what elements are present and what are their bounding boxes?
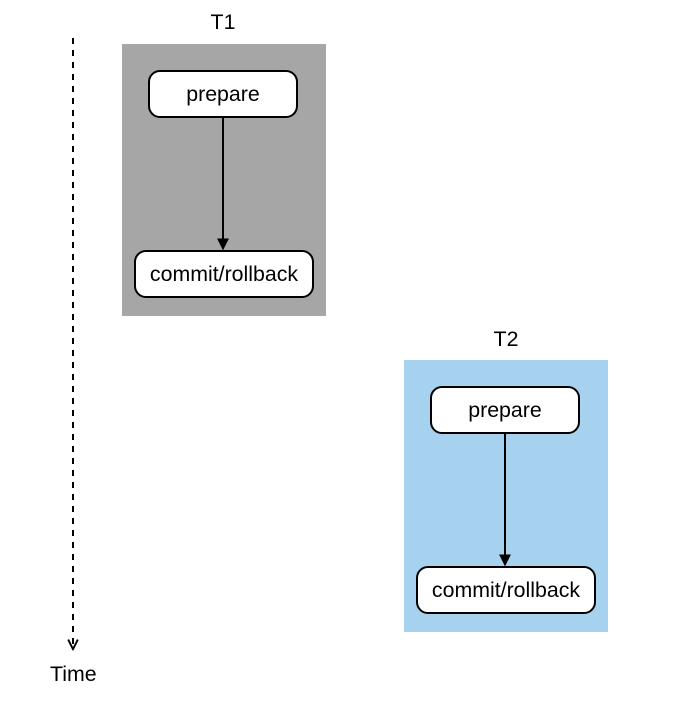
node-label: prepare bbox=[468, 398, 542, 423]
node-t1-commit: commit/rollback bbox=[134, 250, 314, 298]
node-t1-prepare: prepare bbox=[148, 70, 298, 118]
node-label: commit/rollback bbox=[150, 262, 298, 287]
title-t2: T2 bbox=[486, 327, 526, 352]
node-t2-prepare: prepare bbox=[430, 386, 580, 434]
diagram-canvas: T1 T2 prepare commit/rollback prepare co… bbox=[0, 0, 674, 703]
time-axis-label: Time bbox=[50, 662, 97, 687]
node-t2-commit: commit/rollback bbox=[416, 566, 596, 614]
node-label: prepare bbox=[186, 82, 260, 107]
title-t1: T1 bbox=[203, 10, 243, 35]
node-label: commit/rollback bbox=[432, 578, 580, 603]
